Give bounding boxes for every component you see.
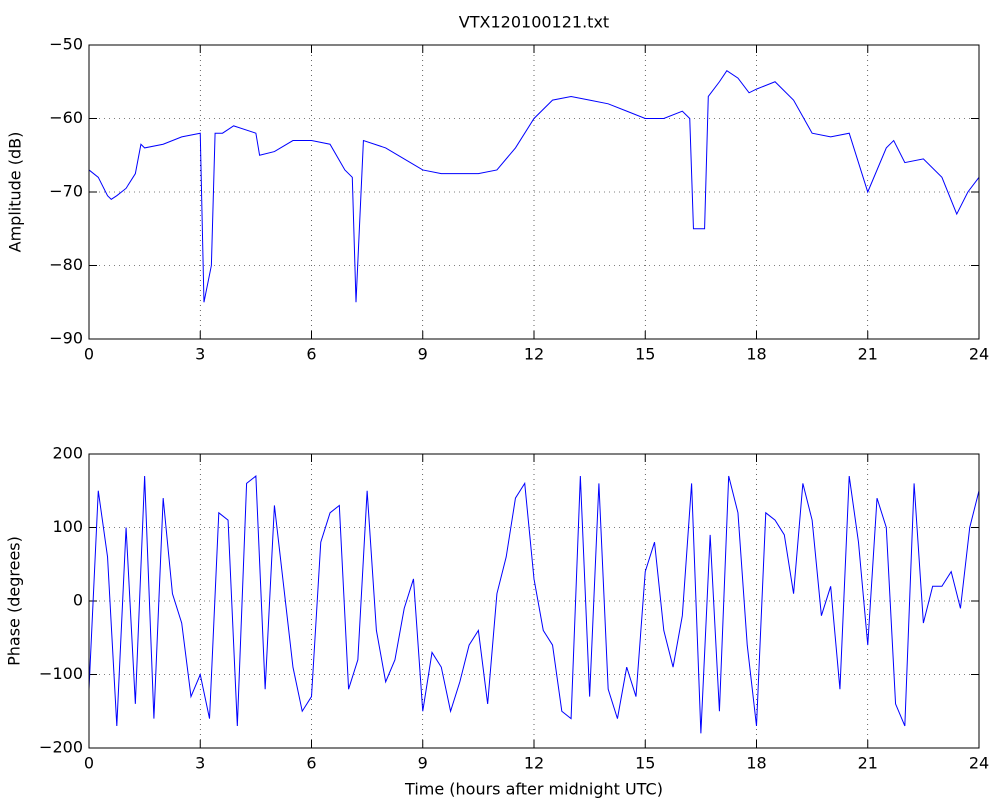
y-axis-label: Amplitude (dB)	[6, 132, 25, 253]
x-tick-label: 6	[306, 754, 316, 773]
x-tick-label: 12	[524, 345, 544, 364]
x-tick-label: 12	[524, 754, 544, 773]
x-tick-label: 6	[306, 345, 316, 364]
x-tick-label: 0	[84, 345, 94, 364]
y-tick-label: −80	[49, 255, 83, 274]
x-tick-label: 24	[969, 754, 989, 773]
x-tick-label: 3	[195, 345, 205, 364]
y-tick-label: 0	[73, 591, 83, 610]
axes-frame	[88, 453, 980, 749]
x-tick-label: 21	[858, 345, 878, 364]
x-tick-label: 18	[746, 345, 766, 364]
x-axis-label: Time (hours after midnight UTC)	[404, 780, 663, 799]
x-tick-label: 18	[746, 754, 766, 773]
y-tick-label: −90	[49, 329, 83, 348]
y-tick-label: −200	[39, 738, 83, 757]
y-tick-label: 200	[52, 444, 83, 463]
x-tick-label: 9	[418, 345, 428, 364]
data-line	[88, 70, 980, 303]
data-line	[88, 475, 980, 734]
x-tick-label: 21	[858, 754, 878, 773]
y-tick-label: −70	[49, 182, 83, 201]
x-tick-label: 15	[635, 754, 655, 773]
y-tick-label: −50	[49, 35, 83, 54]
axes-frame	[88, 44, 980, 340]
y-tick-label: −60	[49, 108, 83, 127]
y-tick-label: −100	[39, 664, 83, 683]
x-tick-label: 9	[418, 754, 428, 773]
x-tick-label: 0	[84, 754, 94, 773]
y-tick-label: 100	[52, 517, 83, 536]
x-tick-label: 3	[195, 754, 205, 773]
chart-title: VTX120100121.txt	[459, 13, 609, 32]
x-tick-label: 15	[635, 345, 655, 364]
y-axis-label: Phase (degrees)	[5, 536, 24, 666]
x-tick-label: 24	[969, 345, 989, 364]
